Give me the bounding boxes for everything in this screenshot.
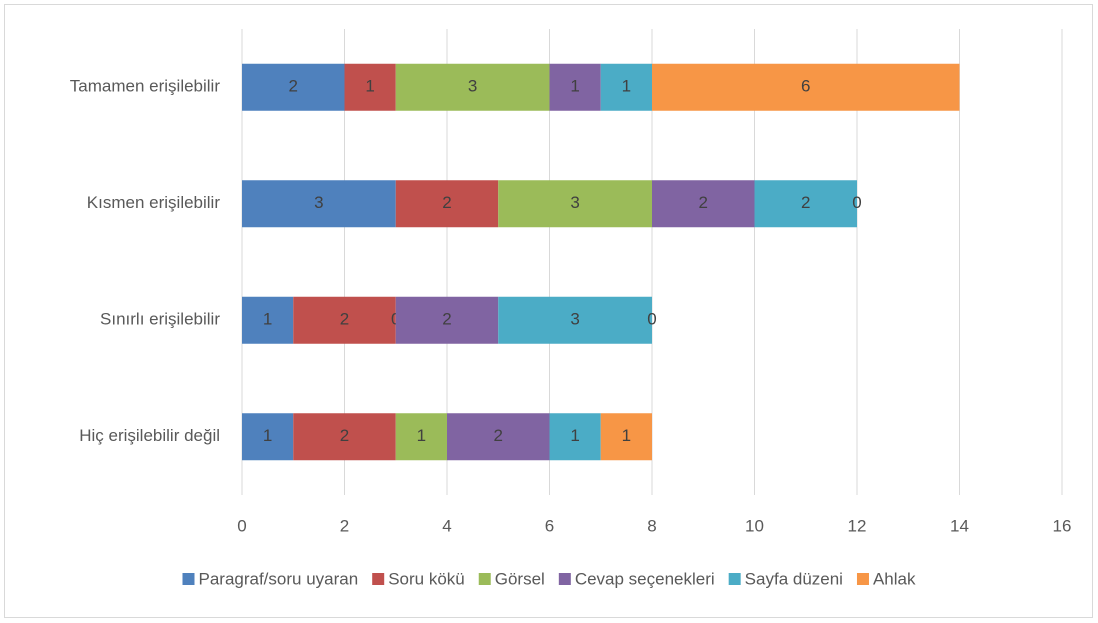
bar-segment [344, 63, 396, 111]
bar-segment [395, 413, 447, 461]
data-label: 1 [570, 77, 579, 96]
data-label: 2 [442, 310, 451, 329]
bar-segment [652, 180, 755, 228]
bar-segment [754, 180, 857, 228]
data-label: 3 [570, 193, 579, 212]
data-label: 1 [263, 426, 272, 445]
data-label: 0 [647, 310, 656, 329]
x-tick-label: 4 [442, 516, 451, 535]
legend-swatch [182, 573, 195, 585]
data-label: 2 [801, 193, 810, 212]
legend-label: Cevap seçenekleri [575, 569, 715, 588]
data-label: 3 [468, 77, 477, 96]
legend-swatch [558, 573, 571, 585]
data-label: 1 [622, 426, 631, 445]
data-label: 1 [570, 426, 579, 445]
data-label: 2 [699, 193, 708, 212]
legend-swatch [856, 573, 869, 585]
bar-segment [498, 180, 652, 228]
bar-segment [549, 413, 601, 461]
x-tick-label: 2 [340, 516, 349, 535]
data-label: 2 [442, 193, 451, 212]
data-label: 0 [852, 193, 861, 212]
bar-segment [447, 413, 550, 461]
bar-segment [293, 296, 396, 344]
legend-label: Soru kökü [388, 569, 465, 588]
data-label: 1 [417, 426, 426, 445]
y-tick-label: Tamamen erişilebilir [70, 77, 221, 96]
bar-segment [395, 63, 550, 111]
x-tick-label: 12 [848, 516, 867, 535]
legend-label: Sayfa düzeni [745, 569, 843, 588]
bar-segment [242, 180, 396, 228]
data-label: 2 [340, 426, 349, 445]
legend-swatch [478, 573, 491, 585]
data-label: 6 [801, 77, 810, 96]
y-tick-label: Kısmen erişilebilir [87, 193, 221, 212]
legend-swatch [372, 573, 385, 585]
y-tick-label: Hiç erişilebilir değil [79, 426, 220, 445]
data-label: 3 [570, 310, 579, 329]
x-tick-label: 0 [237, 516, 246, 535]
data-label: 2 [289, 77, 298, 96]
legend-label: Ahlak [873, 569, 916, 588]
x-tick-label: 16 [1053, 516, 1072, 535]
data-label: 2 [494, 426, 503, 445]
bar-segment [600, 413, 652, 461]
data-label: 3 [314, 193, 323, 212]
y-tick-label: Sınırlı erişilebilir [100, 310, 220, 329]
bar-segment [549, 63, 601, 111]
x-tick-label: 8 [647, 516, 656, 535]
bar-segment [293, 413, 396, 461]
bar-segment [600, 63, 652, 111]
bar-segment [395, 296, 499, 344]
x-tick-label: 14 [950, 516, 969, 535]
legend-label: Paragraf/soru uyaran [198, 569, 358, 588]
x-tick-label: 6 [545, 516, 554, 535]
legend-label: Görsel [495, 569, 545, 588]
data-label: 1 [263, 310, 272, 329]
bar-segment [242, 296, 294, 344]
bar-segment [395, 180, 499, 228]
x-tick-label: 10 [745, 516, 764, 535]
legend-swatch [728, 573, 741, 585]
data-label: 1 [365, 77, 374, 96]
bar-segment [242, 63, 345, 111]
data-label: 2 [340, 310, 349, 329]
bar-segment [652, 63, 960, 111]
bar-segment [498, 296, 652, 344]
data-label: 1 [622, 77, 631, 96]
bar-segment [242, 413, 294, 461]
